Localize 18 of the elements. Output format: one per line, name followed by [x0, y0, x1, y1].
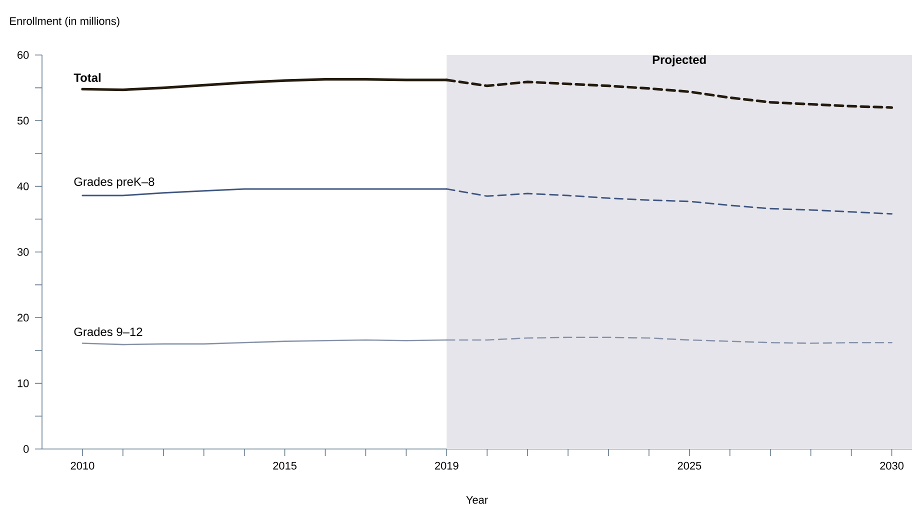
y-tick-label: 20 [18, 314, 29, 322]
x-tick-label: 2015 [273, 462, 297, 470]
series-label: Grades 9–12 [74, 327, 142, 336]
x-tick-label: 2019 [435, 462, 458, 470]
y-tick-label: 40 [17, 182, 29, 190]
y-axis-title: Enrollment (in millions) [10, 16, 120, 28]
x-tick-label: 2025 [678, 462, 702, 470]
y-tick-label: 30 [17, 248, 29, 256]
x-tick-label: 2010 [70, 462, 94, 470]
x-axis-title: Year [466, 496, 488, 504]
y-tick-label: 0 [23, 445, 29, 453]
y-tick-label: 50 [17, 116, 29, 125]
band-label: Projected [652, 55, 706, 66]
y-tick-label: 10 [18, 379, 29, 388]
series-label: Grades preK–8 [74, 177, 154, 188]
series-label: Total [74, 73, 100, 82]
x-tick-label: 2030 [880, 462, 904, 470]
y-tick-label: 60 [18, 51, 29, 59]
